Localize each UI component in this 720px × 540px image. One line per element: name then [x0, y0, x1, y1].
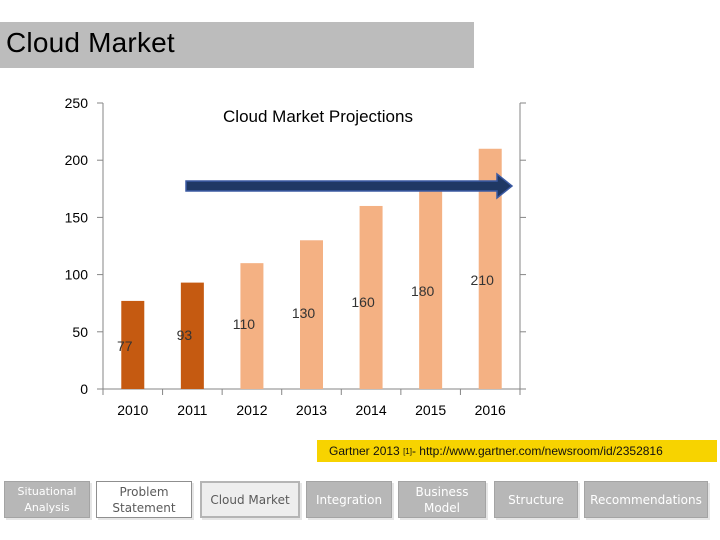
- nav-label: Situational: [17, 484, 77, 498]
- nav-problem-statement[interactable]: Problem Statement: [96, 481, 192, 518]
- page-title: Cloud Market: [6, 27, 175, 58]
- y-tick-label: 50: [72, 324, 88, 340]
- y-tick-label: 100: [65, 267, 89, 283]
- nav-label: Recommendations: [590, 492, 702, 507]
- bar-chart: 0 50 100 150 200 250 2010 77 2011 93 2012 110 2013 13…: [65, 95, 526, 418]
- source-ref: [1]: [403, 446, 412, 456]
- x-tick-label: 2015: [415, 402, 446, 418]
- x-tick-label: 2010: [117, 402, 148, 418]
- source-prefix: Gartner 2013: [329, 444, 400, 458]
- nav-label: Model: [423, 500, 460, 515]
- data-label-2016: 210: [471, 272, 495, 288]
- data-label-2010: 77: [117, 338, 133, 354]
- nav-label: Structure: [508, 492, 564, 507]
- source-suffix: - http://www.gartner.com/newsroom/id/235…: [411, 444, 663, 458]
- bar-2012: [240, 263, 264, 389]
- bar-2013: [300, 240, 323, 389]
- nav-label: Integration: [315, 492, 383, 507]
- source-citation: Gartner 2013 [1] - http://www.gartner.co…: [317, 440, 717, 462]
- data-label-2012: 110: [233, 316, 256, 332]
- data-label-2015: 180: [411, 283, 435, 299]
- nav-label: Cloud Market: [210, 492, 290, 507]
- data-label-2013: 130: [292, 305, 316, 321]
- bar-2016: [478, 148, 502, 389]
- nav-cloud-market[interactable]: Cloud Market: [200, 481, 300, 518]
- y-tick-label: 250: [65, 95, 89, 111]
- nav-business-model[interactable]: Business Model: [398, 481, 486, 518]
- bar-2015: [419, 183, 443, 389]
- x-tick-label: 2011: [177, 402, 207, 418]
- nav-structure[interactable]: Structure: [494, 481, 578, 518]
- chart-title: Cloud Market Projections: [223, 107, 413, 126]
- bar-2011: [180, 282, 204, 389]
- data-label-2014: 160: [351, 294, 375, 310]
- y-tick-label: 150: [65, 209, 89, 225]
- nav-recommendations[interactable]: Recommendations: [584, 481, 708, 518]
- x-tick-label: 2014: [355, 402, 386, 418]
- nav-integration[interactable]: Integration: [306, 481, 392, 518]
- nav-label: Problem: [119, 484, 169, 499]
- y-tick-label: 0: [80, 381, 88, 397]
- nav-situational-analysis[interactable]: Situational Analysis: [4, 481, 90, 518]
- nav-label: Business: [415, 484, 469, 499]
- trend-arrow: [185, 172, 514, 200]
- bar-2010: [121, 300, 145, 389]
- nav-label: Statement: [112, 500, 176, 515]
- data-label-2011: 93: [177, 327, 193, 343]
- title-bar: Cloud Market: [0, 22, 474, 68]
- bar-2014: [359, 205, 383, 389]
- nav-label: Analysis: [24, 500, 70, 514]
- y-tick-label: 200: [65, 152, 89, 168]
- x-tick-label: 2012: [236, 402, 267, 418]
- x-tick-label: 2016: [475, 402, 506, 418]
- x-tick-label: 2013: [296, 402, 327, 418]
